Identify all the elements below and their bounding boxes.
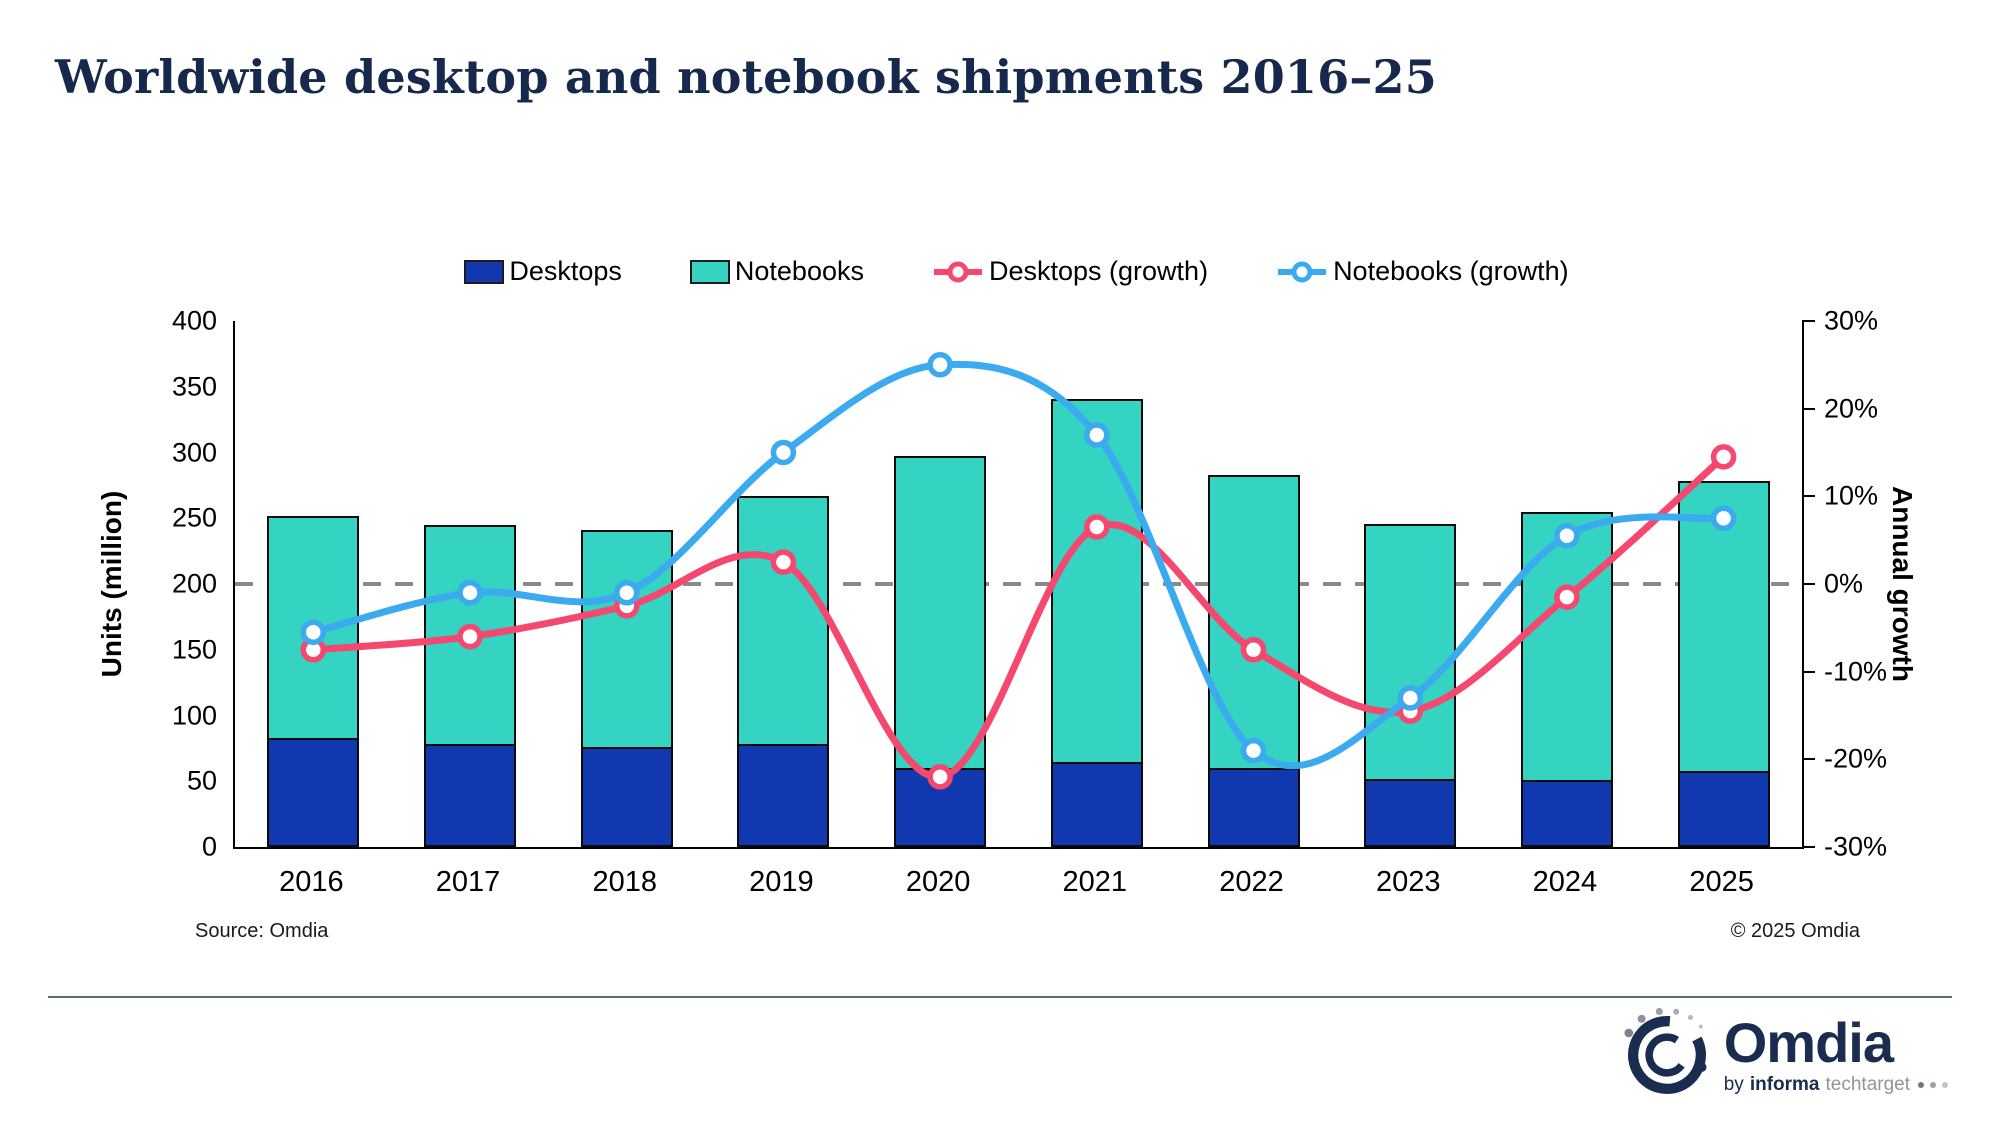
legend-item-notebooks-growth-: Notebooks (growth) (1276, 256, 1569, 287)
left-axis-tick-200: 200 (171, 568, 217, 599)
right-axis-tick-20%: 20% (1824, 393, 1879, 424)
marker-notebooks-growth--2020 (927, 352, 953, 378)
right-axis-tick-30%: 30% (1824, 305, 1879, 336)
legend-swatch-notebooks (689, 259, 730, 284)
legend-swatch-desktops (464, 259, 505, 284)
left-axis-title: Units (million) (96, 490, 127, 678)
legend-line-marker-icon (933, 261, 982, 282)
line-notebooks-growth- (309, 360, 1728, 770)
x-axis-label-2025: 2025 (1689, 866, 1754, 898)
left-axis-tick-150: 150 (171, 634, 217, 665)
page-title: Worldwide desktop and notebook shipments… (55, 50, 1437, 104)
legend-item-desktops-growth-: Desktops (growth) (932, 256, 1208, 287)
plot-inner (235, 321, 1802, 847)
logo-byline-by: by (1723, 1074, 1744, 1095)
source-note: Source: Omdia (195, 920, 329, 942)
bar-desktops-2016 (267, 737, 360, 847)
marker-notebooks-growth--2019 (770, 439, 797, 466)
x-axis-label-2023: 2023 (1376, 866, 1441, 898)
x-axis-label-2020: 2020 (905, 866, 971, 898)
right-axis-tickmark (1802, 846, 1815, 848)
right-axis-title: Annual growth (1887, 486, 1918, 682)
x-axis-label-2019: 2019 (749, 866, 814, 898)
bar-desktops-2021 (1050, 761, 1143, 847)
bar-desktops-2018 (580, 747, 673, 847)
x-axis-label-2022: 2022 (1219, 866, 1284, 898)
right-axis-tickmark (1802, 583, 1815, 585)
x-axis-label-2024: 2024 (1532, 866, 1598, 898)
left-axis-tick-0: 0 (201, 831, 217, 862)
bar-desktops-2020 (894, 768, 987, 847)
footer-divider (48, 996, 1952, 998)
chart-legend: Desktops Notebooks Desktops (growth) Notebo… (233, 256, 1800, 287)
right-axis-tickmark (1802, 758, 1815, 761)
right-axis-tickmark (1802, 407, 1815, 410)
right-axis-tick-10%: 10% (1824, 480, 1879, 511)
right-axis-tick-0%: 0% (1824, 568, 1864, 599)
bar-desktops-2022 (1207, 768, 1300, 847)
right-axis-tickmark (1802, 670, 1815, 673)
right-axis-tick--10%: -10% (1824, 656, 1888, 687)
left-axis-tick-100: 100 (171, 700, 217, 730)
legend-label: Notebooks (734, 256, 864, 286)
left-axis-tick-300: 300 (171, 437, 217, 467)
omdia-swirl-icon (1624, 1008, 1707, 1095)
right-axis-tickmark (1802, 320, 1815, 322)
left-axis-tick-50: 50 (186, 765, 217, 796)
legend-item-notebooks: Notebooks (689, 256, 864, 287)
legend-label: Desktops (growth) (988, 256, 1209, 286)
bar-desktops-2024 (1520, 779, 1613, 847)
bar-desktops-2025 (1677, 770, 1770, 847)
right-axis-tickmark (1802, 495, 1815, 498)
x-axis-label-2018: 2018 (592, 866, 658, 898)
bar-desktops-2019 (737, 744, 830, 847)
plot-area (233, 321, 1804, 849)
right-axis-tick--20%: -20% (1824, 743, 1888, 774)
legend-label: Desktops (509, 256, 622, 286)
copyright-note: © 2025 Omdia (1730, 920, 1860, 942)
bar-desktops-2017 (424, 744, 516, 847)
logo-byline-techtarget: techtarget (1825, 1074, 1911, 1095)
legend-label: Notebooks (growth) (1333, 256, 1569, 286)
x-axis-label-2016: 2016 (279, 866, 344, 898)
left-axis-tick-400: 400 (171, 305, 217, 336)
line-desktops-growth- (309, 453, 1728, 781)
legend-line-marker-icon (1278, 261, 1327, 282)
left-axis-tick-250: 250 (171, 502, 217, 533)
left-axis-tick-350: 350 (171, 371, 217, 402)
logo-byline-informa: informa (1749, 1074, 1820, 1095)
omdia-logo: Omdia by informa techtarget (1620, 1008, 1948, 1102)
marker-desktops-growth--2025 (1710, 444, 1737, 470)
x-axis-label-2021: 2021 (1062, 866, 1128, 898)
legend-item-desktops: Desktops (464, 256, 622, 287)
logo-dots-icon (1918, 1082, 1948, 1088)
right-axis-tick--30%: -30% (1824, 831, 1888, 862)
x-axis-label-2017: 2017 (435, 866, 501, 898)
omdia-wordmark: Omdia (1723, 1011, 1894, 1074)
bar-desktops-2023 (1364, 778, 1457, 847)
